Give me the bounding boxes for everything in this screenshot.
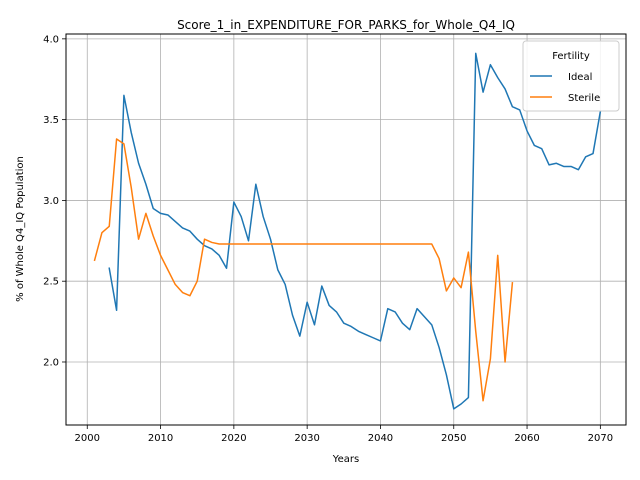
chart-title: Score_1_in_EXPENDITURE_FOR_PARKS_for_Who… bbox=[177, 18, 515, 32]
y-tick-label: 4.0 bbox=[43, 34, 59, 45]
legend-title: Fertility bbox=[552, 51, 590, 62]
series-line-ideal bbox=[108, 52, 602, 410]
series-line-sterile bbox=[93, 138, 514, 402]
x-tick-label: 2060 bbox=[514, 433, 539, 444]
plot-frame bbox=[65, 33, 627, 426]
x-tick-label: 2020 bbox=[221, 433, 246, 444]
x-tick-label: 2010 bbox=[148, 433, 173, 444]
y-tick-label: 2.5 bbox=[43, 277, 59, 288]
y-tick-label: 2.0 bbox=[43, 357, 59, 368]
y-tick-label: 3.0 bbox=[43, 196, 59, 207]
x-tick-label: 2040 bbox=[368, 433, 393, 444]
series-lines bbox=[93, 52, 602, 410]
y-axis-title: % of Whole Q4_IQ Population bbox=[15, 156, 26, 302]
axis-ticks: 2000 2010 2020 2030 2040 2050 2060 2070 2.0 2.5 3.… bbox=[43, 34, 613, 444]
x-tick-label: 2030 bbox=[294, 433, 319, 444]
x-tick-label: 2070 bbox=[588, 433, 613, 444]
legend-label-sterile: Sterile bbox=[568, 93, 600, 104]
y-tick-label: 3.5 bbox=[43, 115, 59, 126]
legend: Fertility Ideal Sterile bbox=[522, 40, 620, 112]
x-axis-title: Years bbox=[332, 454, 359, 465]
legend-label-ideal: Ideal bbox=[568, 72, 592, 83]
x-tick-label: 2000 bbox=[75, 433, 100, 444]
x-tick-label: 2050 bbox=[441, 433, 466, 444]
legend-box bbox=[522, 40, 620, 112]
